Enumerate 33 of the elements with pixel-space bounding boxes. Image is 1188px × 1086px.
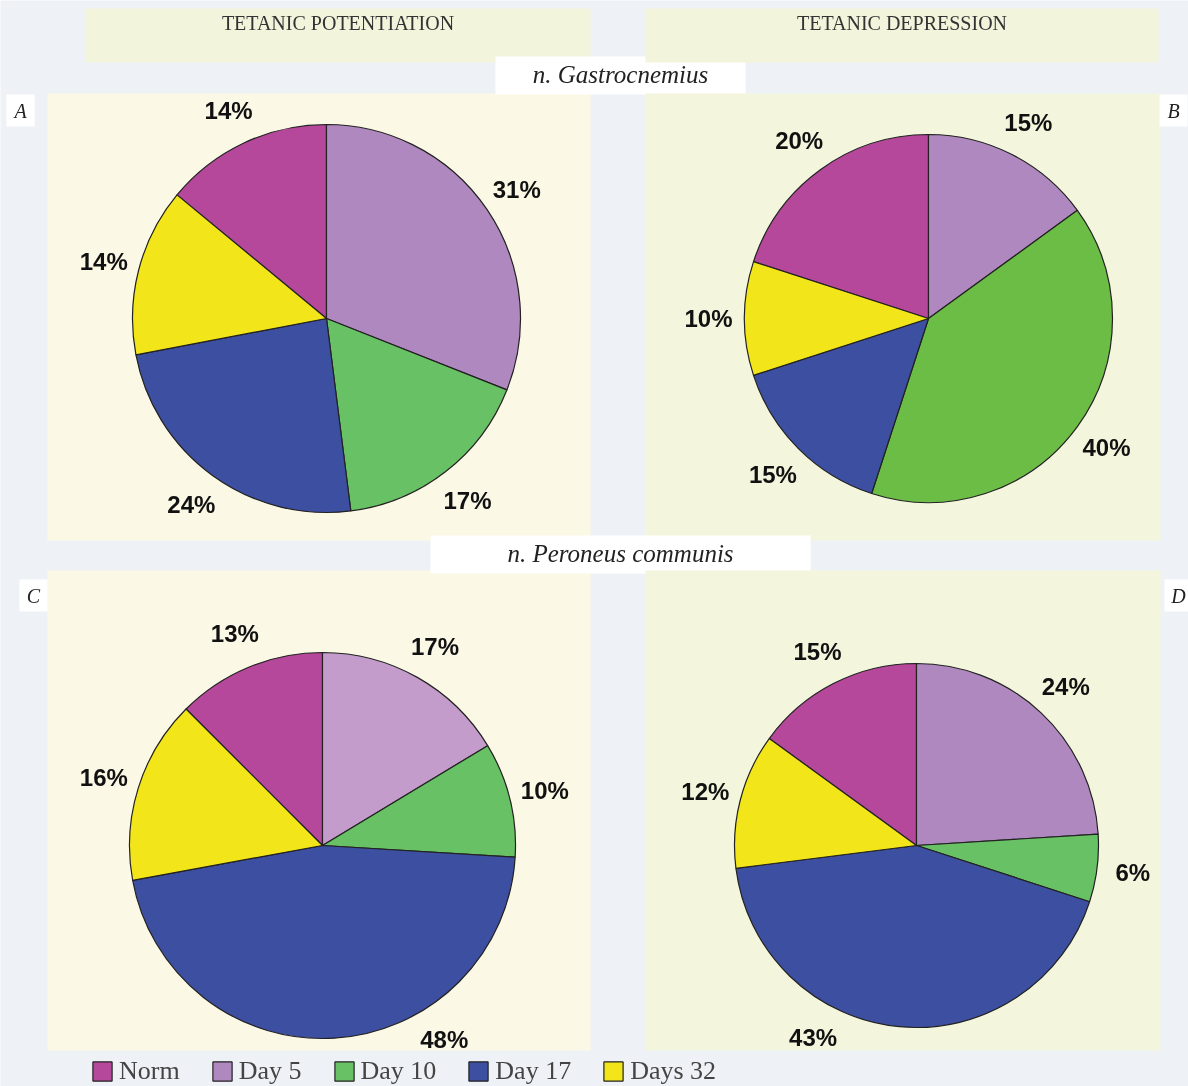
data-label: 24% xyxy=(1041,673,1090,701)
text: A xyxy=(12,99,28,122)
legend-label: Day 5 xyxy=(238,1056,302,1086)
data-label: 43% xyxy=(789,1023,838,1051)
data-label: 15% xyxy=(793,637,842,665)
data-label: 48% xyxy=(420,1025,469,1053)
data-label: 15% xyxy=(748,460,797,488)
data-label: 12% xyxy=(681,777,730,805)
data-label: 10% xyxy=(520,777,569,805)
chart-title: TETANIC DEPRESSION xyxy=(796,11,1008,34)
chart-title: TETANIC POTENTIATION xyxy=(221,11,455,34)
data-label: 10% xyxy=(684,305,733,332)
data-label: 20% xyxy=(775,127,824,155)
legend-label: Days 32 xyxy=(630,1056,717,1086)
data-label: 15% xyxy=(1004,108,1053,136)
text: C xyxy=(26,584,41,607)
data-label: 31% xyxy=(492,175,541,203)
data-label: 6% xyxy=(1115,859,1151,887)
text: n. Peroneus communis xyxy=(507,540,734,567)
data-label: 17% xyxy=(443,486,492,514)
legend-label: Day 17 xyxy=(495,1056,572,1086)
legend-label: Norm xyxy=(119,1056,180,1086)
data-label: 13% xyxy=(210,620,259,648)
data-label: 14% xyxy=(204,96,253,124)
text: D xyxy=(1170,584,1187,607)
data-label: 40% xyxy=(1082,434,1131,462)
text: B xyxy=(1167,99,1180,122)
legend-label: Day 10 xyxy=(360,1056,437,1086)
chart-subtitle: n. Gastrocnemius xyxy=(532,61,709,88)
data-label: 24% xyxy=(167,491,216,519)
data-label: 14% xyxy=(79,247,128,275)
data-label: 16% xyxy=(79,763,128,791)
data-label: 17% xyxy=(410,632,460,660)
